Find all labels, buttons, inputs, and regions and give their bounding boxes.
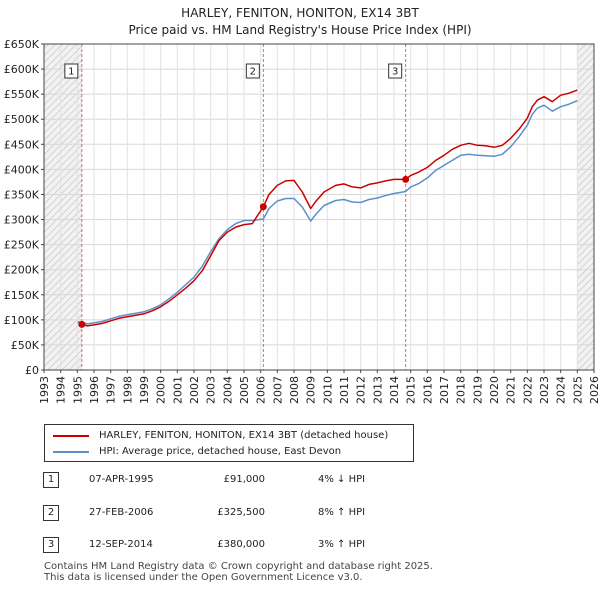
property-price-line [81, 89, 578, 327]
table-row: 3 12-SEP-2014 £380,000 3% ↑ HPI [0, 537, 600, 557]
legend-swatch-hpi [53, 451, 89, 453]
x-tick-label: 1996 [88, 376, 101, 404]
x-tick-label: 2019 [471, 376, 484, 404]
legend-swatch-property [53, 435, 89, 437]
sale-label-3: 3 [392, 67, 398, 78]
footer-license: This data is licensed under the Open Gov… [44, 572, 363, 583]
hpi-line [77, 100, 578, 325]
plot-frame [43, 43, 595, 371]
footer-copyright: Contains HM Land Registry data © Crown c… [44, 561, 433, 572]
legend: HARLEY, FENITON, HONITON, EX14 3BT (deta… [44, 424, 414, 462]
sale-number-badge: 2 [43, 505, 59, 521]
plot-background [44, 44, 594, 370]
sale-number-badge: 1 [43, 472, 59, 488]
x-tick-label: 2014 [388, 376, 401, 404]
y-tick-label: £50K [11, 339, 40, 352]
x-tick-label: 2005 [238, 376, 251, 404]
sale-label-box-2 [245, 63, 260, 79]
sale-label-box-1 [64, 63, 79, 79]
x-tick-label: 2022 [521, 376, 534, 404]
x-tick-label: 2012 [355, 376, 368, 404]
x-tick-label: 2001 [171, 376, 184, 404]
x-tick-label: 1998 [121, 376, 134, 404]
chart-subtitle: Price paid vs. HM Land Registry's House … [128, 23, 472, 37]
y-tick-label: £550K [4, 88, 40, 101]
x-tick-label: 2008 [288, 376, 301, 404]
x-tick-label: 2009 [305, 376, 318, 404]
table-row: 2 27-FEB-2006 £325,500 8% ↑ HPI [0, 505, 600, 525]
chart-title: HARLEY, FENITON, HONITON, EX14 3BT [181, 6, 419, 20]
table-row: 1 07-APR-1995 £91,000 4% ↓ HPI [0, 472, 600, 492]
sale-hpi-comparison: 8% ↑ HPI [318, 507, 366, 518]
sale-date: 27-FEB-2006 [89, 507, 154, 518]
x-tick-label: 1994 [55, 376, 68, 404]
legend-label-property: HARLEY, FENITON, HONITON, EX14 3BT (deta… [99, 430, 389, 441]
y-tick-label: £250K [4, 239, 40, 252]
sale-dot-1 [78, 320, 86, 328]
sale-date: 12-SEP-2014 [89, 539, 153, 550]
x-tick-label: 2018 [455, 376, 468, 404]
x-tick-label: 2017 [438, 376, 451, 404]
x-tick-label: 2024 [555, 376, 568, 404]
price-chart: 1 2 3 £0 £50K £100K £150K £200K £250K £300K £350K… [4, 38, 600, 404]
sale-price: £91,000 [223, 474, 265, 485]
x-tick-label: 2002 [188, 376, 201, 404]
x-tick-label: 1995 [71, 376, 84, 404]
y-tick-label: £200K [4, 264, 40, 277]
y-tick-label: £300K [4, 214, 40, 227]
x-tick-label: 2021 [505, 376, 518, 404]
legend-label-hpi: HPI: Average price, detached house, East… [99, 446, 342, 457]
x-tick-label: 2010 [321, 376, 334, 404]
x-tick-label: 2011 [338, 376, 351, 404]
sale-label-2: 2 [250, 67, 256, 78]
x-tick-label: 2020 [488, 376, 501, 404]
y-tick-label: £500K [4, 113, 40, 126]
sale-label-1: 1 [68, 67, 74, 78]
y-tick-label: £350K [4, 188, 40, 201]
sale-price: £380,000 [217, 539, 265, 550]
sale-hpi-comparison: 4% ↓ HPI [318, 474, 366, 485]
x-tick-label: 2003 [205, 376, 218, 404]
x-tick-label: 2023 [538, 376, 551, 404]
hatched-region [577, 44, 594, 370]
sale-dot-3 [402, 175, 410, 183]
x-tick-label: 2004 [221, 376, 234, 404]
x-tick-label: 2016 [421, 376, 434, 404]
chart-title-block: HARLEY, FENITON, HONITON, EX14 3BT Price… [0, 5, 600, 39]
x-tick-label: 1993 [38, 376, 51, 404]
y-tick-label: £450K [4, 138, 40, 151]
hatched-region [44, 44, 82, 370]
y-tick-label: £0 [25, 364, 39, 377]
x-tick-label: 2025 [571, 376, 584, 404]
x-tick-label: 1999 [138, 376, 151, 404]
x-tick-label: 2015 [405, 376, 418, 404]
x-tick-label: 1997 [105, 376, 118, 404]
sale-hpi-comparison: 3% ↑ HPI [318, 539, 366, 550]
y-tick-label: £650K [4, 38, 40, 51]
x-tick-label: 2013 [371, 376, 384, 404]
footer-attribution: Contains HM Land Registry data © Crown c… [44, 561, 433, 583]
sale-date: 07-APR-1995 [89, 474, 154, 485]
x-tick-label: 2006 [255, 376, 268, 404]
y-tick-label: £150K [4, 289, 40, 302]
sale-label-box-3 [388, 63, 403, 79]
x-tick-label: 2026 [588, 376, 600, 404]
sale-dot-2 [259, 203, 267, 211]
y-tick-label: £600K [4, 63, 40, 76]
y-tick-label: £400K [4, 163, 40, 176]
y-tick-label: £100K [4, 314, 40, 327]
sale-number-badge: 3 [43, 537, 59, 553]
sale-price: £325,500 [217, 507, 265, 518]
x-tick-label: 2000 [155, 376, 168, 404]
x-tick-label: 2007 [271, 376, 284, 404]
